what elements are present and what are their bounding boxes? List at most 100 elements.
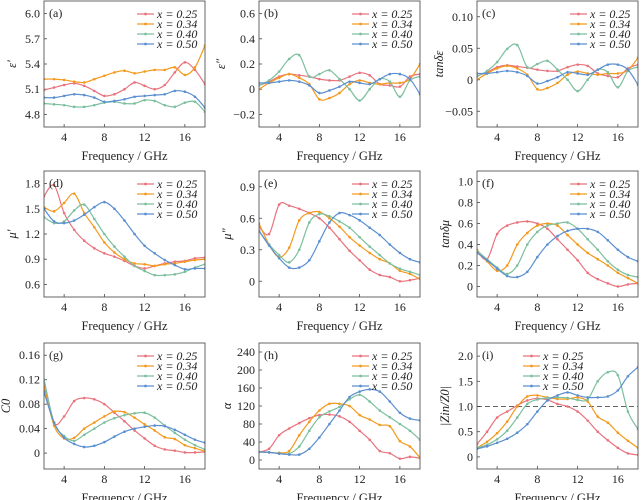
data-point xyxy=(113,92,116,96)
data-point xyxy=(368,388,371,391)
x-tick-label: 4 xyxy=(276,300,282,314)
legend-label: x = 0.50 xyxy=(371,37,412,51)
x-tick-label: 16 xyxy=(179,472,191,486)
panel-label: (c) xyxy=(482,6,495,20)
data-point xyxy=(515,416,519,419)
data-point xyxy=(378,253,382,257)
data-point xyxy=(173,263,177,267)
data-point xyxy=(505,437,509,441)
data-point xyxy=(495,431,499,435)
data-point xyxy=(163,68,167,72)
data-point xyxy=(358,99,361,102)
data-point xyxy=(193,100,197,104)
y-tick-label: 0 xyxy=(34,446,40,460)
data-point xyxy=(596,430,600,434)
data-point xyxy=(388,262,392,265)
data-point xyxy=(566,73,569,77)
data-point xyxy=(586,398,589,401)
panel-label: (d) xyxy=(49,176,63,190)
data-point xyxy=(82,427,86,430)
data-point xyxy=(485,440,489,444)
data-point xyxy=(287,427,291,430)
y-tick-label: 0.9 xyxy=(25,252,40,266)
data-point xyxy=(62,103,66,107)
data-point xyxy=(103,415,106,418)
data-point xyxy=(103,200,106,204)
data-point xyxy=(616,389,620,392)
data-point xyxy=(616,431,620,435)
y-tick-label: 1.5 xyxy=(25,202,40,216)
data-point xyxy=(378,273,382,277)
data-point xyxy=(586,419,589,422)
data-point xyxy=(153,93,156,97)
y-tick-label: 0.04 xyxy=(19,422,40,436)
data-point xyxy=(536,82,539,85)
data-point xyxy=(388,243,392,246)
data-point xyxy=(133,262,136,265)
legend-item: x = 0.25 xyxy=(352,349,412,363)
legend-marker xyxy=(359,12,362,16)
data-point xyxy=(566,233,569,237)
data-point xyxy=(318,72,321,76)
data-point xyxy=(408,270,412,274)
data-point xyxy=(143,70,146,73)
data-point xyxy=(72,80,76,83)
data-point xyxy=(318,212,321,216)
data-point xyxy=(52,96,56,99)
subplot-a: 4 8 12 16 4.8 5.1 5.4 5.7 6.0 (a) Frequency / GHz ε… xyxy=(5,0,206,163)
y-tick-label: 0.16 xyxy=(19,348,40,362)
subplot-g: 4 8 12 16 0 0.04 0.08 0.12 0.16 (g) Frequency / GH… xyxy=(0,342,206,500)
legend-marker xyxy=(359,212,362,216)
data-point xyxy=(173,71,177,74)
data-point xyxy=(52,183,56,187)
x-tick-label: 16 xyxy=(394,300,406,314)
legend: x = 0.25x = 0.34x = 0.40x = 0.50 xyxy=(137,177,197,221)
data-point xyxy=(526,270,529,274)
data-point xyxy=(536,398,539,401)
data-point xyxy=(308,258,311,262)
data-point xyxy=(328,422,331,426)
legend-item: x = 0.34 xyxy=(137,359,197,373)
data-point xyxy=(368,251,371,255)
data-point xyxy=(173,428,177,432)
data-point xyxy=(616,63,620,66)
plot-frame xyxy=(258,0,421,128)
data-point xyxy=(495,232,499,236)
data-point xyxy=(308,75,311,78)
data-point xyxy=(495,441,499,445)
x-axis-label: Frequency / GHz xyxy=(514,319,601,333)
data-point xyxy=(606,282,610,285)
legend-item: x = 0.25 xyxy=(352,177,412,191)
data-point xyxy=(515,67,519,70)
legend-item: x = 0.50 xyxy=(570,207,630,221)
data-point xyxy=(515,431,519,435)
data-point xyxy=(123,87,126,91)
legend-item: x = 0.25 xyxy=(523,349,583,363)
data-point xyxy=(536,410,539,413)
data-point xyxy=(505,264,509,267)
data-point xyxy=(596,396,600,399)
y-tick-label: 200 xyxy=(237,363,255,377)
data-point xyxy=(505,410,509,413)
data-point xyxy=(398,422,402,426)
data-point xyxy=(193,446,197,450)
data-point xyxy=(338,237,341,241)
data-point xyxy=(398,439,402,443)
data-point xyxy=(606,70,610,74)
data-point xyxy=(378,390,382,393)
data-point xyxy=(277,70,281,73)
data-point xyxy=(62,83,66,87)
series-line-025 xyxy=(477,220,638,288)
data-point xyxy=(348,420,351,424)
panel-label: (g) xyxy=(49,348,63,362)
data-point xyxy=(163,92,167,96)
data-point xyxy=(123,410,126,414)
y-tick-label: 1.0 xyxy=(458,175,473,189)
data-point xyxy=(606,239,610,242)
data-point xyxy=(596,230,600,234)
data-point xyxy=(183,73,187,77)
legend-item: x = 0.50 xyxy=(137,379,197,393)
data-point xyxy=(267,451,271,454)
data-point xyxy=(287,72,291,76)
data-point xyxy=(82,93,86,97)
